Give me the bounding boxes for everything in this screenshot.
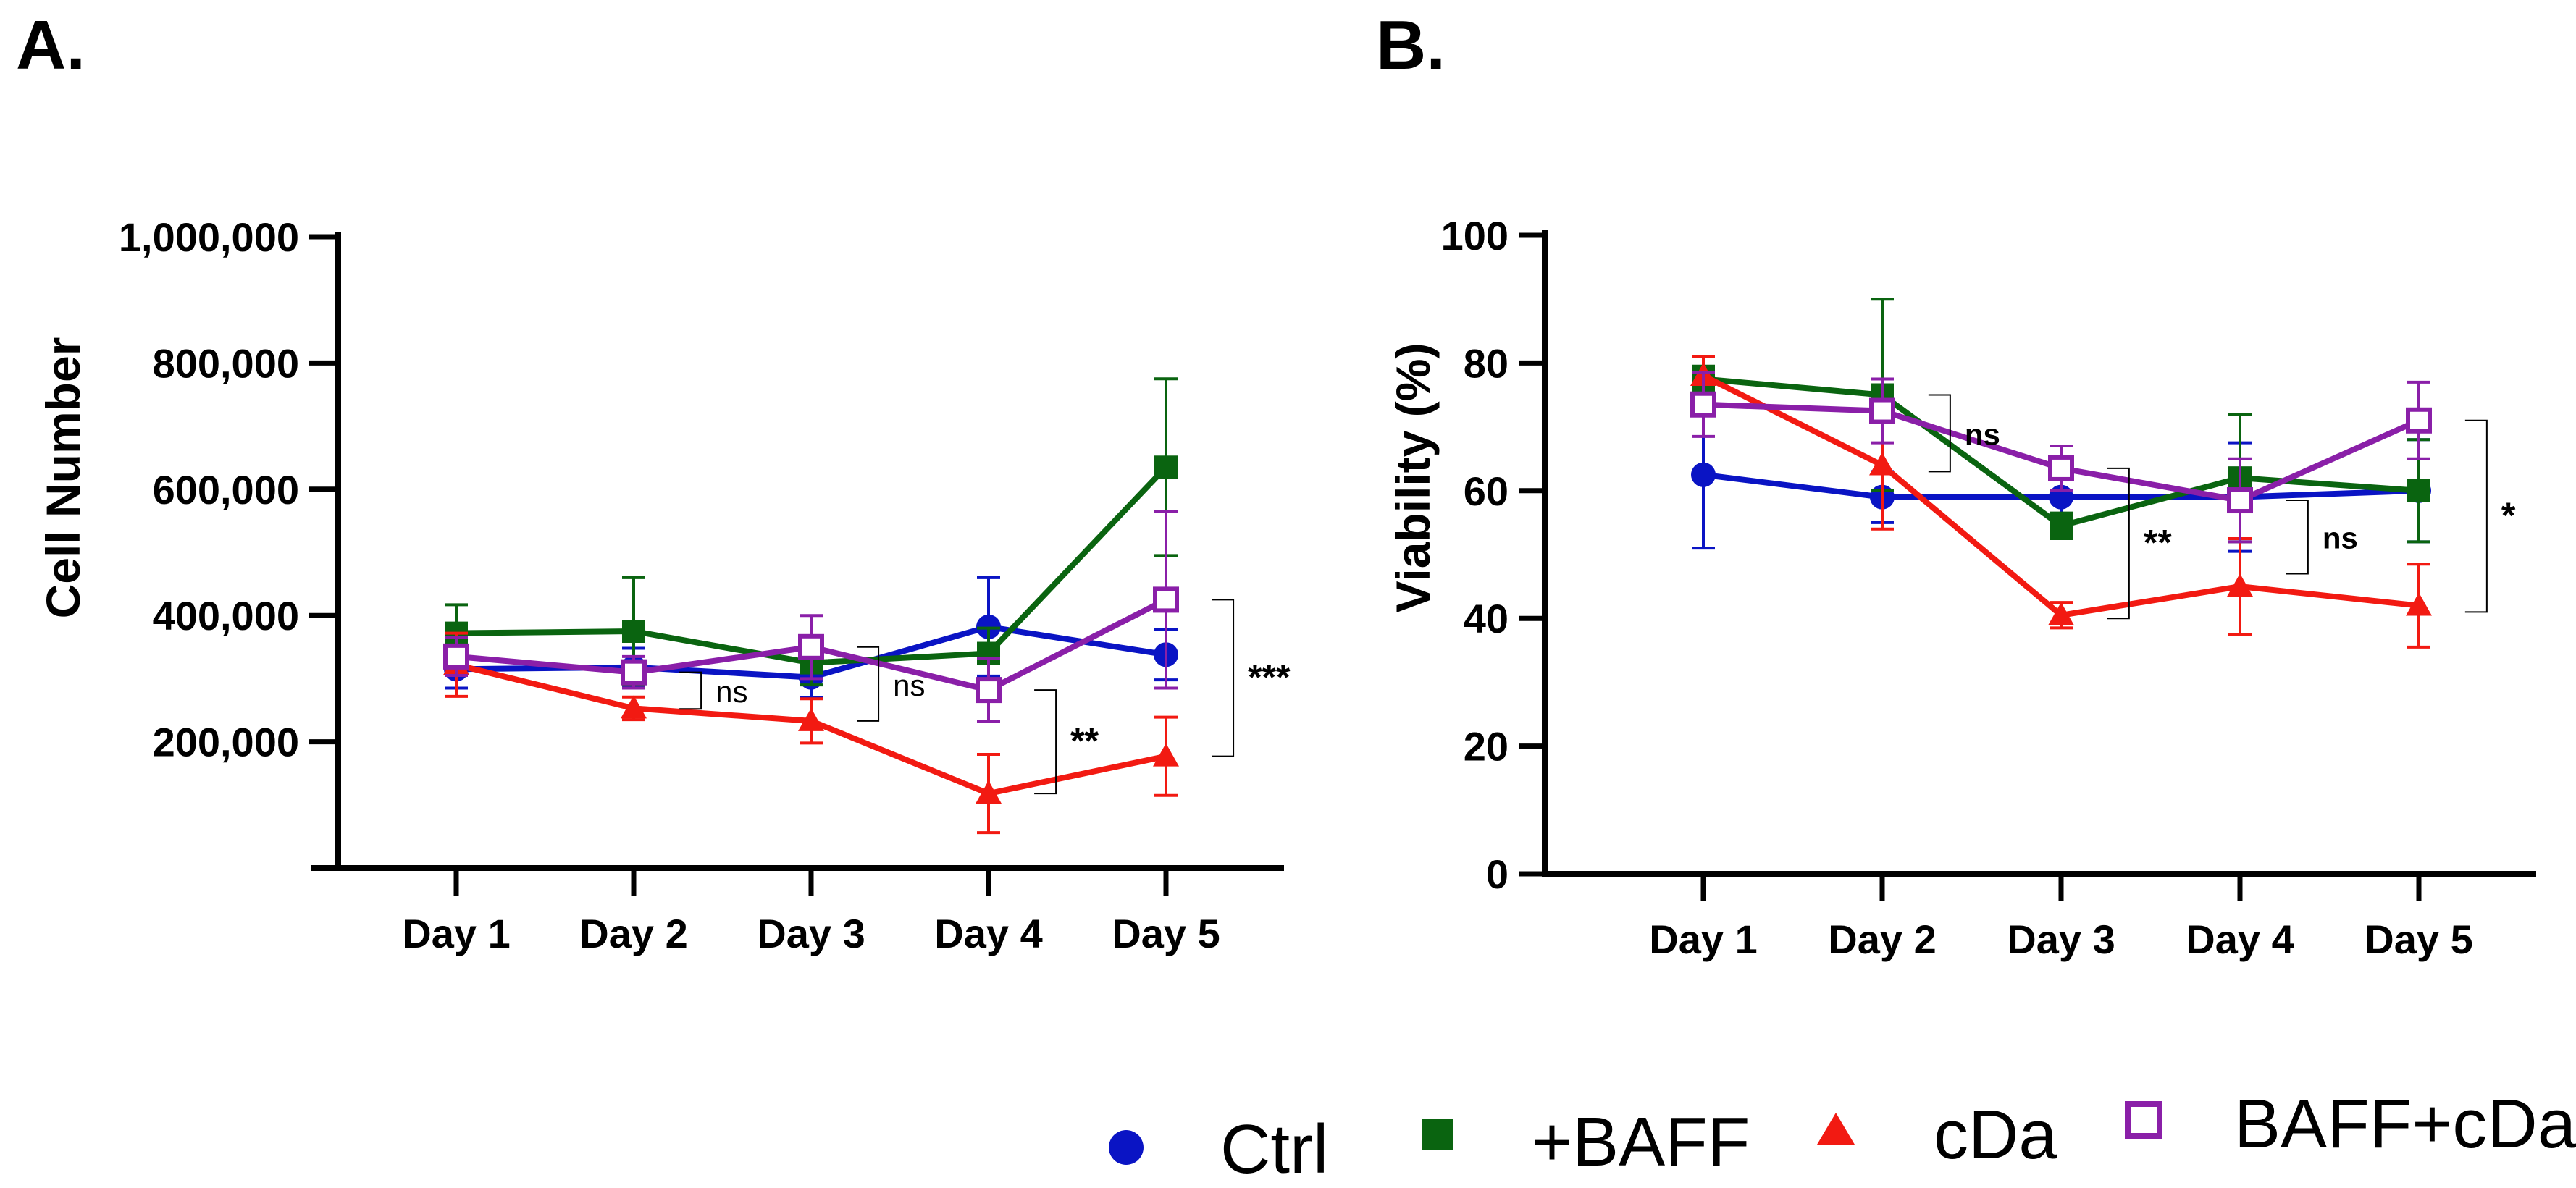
chartb-significance-label: **: [2144, 523, 2172, 563]
legend: Ctrl +BAFF cDa BAFF+cDa: [1109, 1085, 2576, 1188]
charta-significance-label: ns: [893, 668, 925, 702]
chartb-x-tick-label: Day 1: [1649, 917, 1757, 962]
chartb-x-tick-label: Day 5: [2365, 917, 2472, 962]
charta-x-tick-label: Day 2: [579, 911, 687, 956]
chart-viability: 0 20 40 60 80 100 Day 1 Day 2 Day 3 Day 4 Day 5 Via…: [1386, 213, 2536, 962]
chartb-series-baff-cda-point: [2227, 487, 2253, 514]
chartb-series-baff-cda-point: [1690, 391, 1716, 418]
chartb-series-baff-cda-point: [2406, 407, 2432, 434]
chartb-x-tick-label: Day 2: [1828, 917, 1936, 962]
legend-label: cDa: [1934, 1096, 2057, 1174]
charta-series-baff-cda-point: [1153, 586, 1179, 613]
chartb-series-baff-cda: [1690, 371, 2432, 544]
charta-series--baff-point: [1154, 455, 1178, 479]
chartb-significance-bracket: ns: [2286, 500, 2358, 575]
chartb-significance-label: ns: [2323, 521, 2358, 555]
charta-series-baff-cda-point: [443, 643, 469, 670]
charta-significance-line: [1212, 599, 1235, 757]
chartb-series-cda-point: [2227, 573, 2253, 597]
legend-marker: [1817, 1113, 1855, 1145]
charta-significance-line: [1034, 689, 1057, 795]
charta-y-tick-label: 600,000: [153, 467, 299, 513]
charta-series-cda-point: [798, 707, 824, 731]
legend-label: Ctrl: [1220, 1111, 1328, 1188]
charta-significance-bracket: ***: [1212, 599, 1291, 757]
chartb-series-cda-point: [2406, 592, 2432, 616]
chartb-series-cda-point: [1869, 452, 1895, 476]
legend-item-baff-cda: [2125, 1101, 2162, 1139]
chart-cell-number: 200,000 400,000 600,000 800,000 1,000,000 Day…: [36, 214, 1291, 956]
chartb-y-tick-label: 100: [1441, 213, 1509, 258]
legend-item--baff: [1422, 1119, 1453, 1150]
chartb-significance-bracket: ns: [1928, 394, 2000, 473]
charta-series-baff-cda-point: [798, 633, 824, 660]
chartb-significance-line: [2286, 500, 2309, 575]
legend-marker: [1109, 1130, 1144, 1165]
legend-label: +BAFF: [1532, 1103, 1750, 1181]
chartb-significance-line: [2464, 419, 2488, 613]
legend-item-ctrl: [1109, 1130, 1144, 1165]
legend-label: BAFF+cDa: [2234, 1085, 2576, 1163]
chartb-significance-label: *: [2501, 495, 2516, 536]
charta-y-axis-title: Cell Number: [36, 337, 90, 619]
chartb-y-axis-title: Viability (%): [1386, 343, 1440, 613]
chartb-series-ctrl-point: [1691, 462, 1716, 487]
charta-x-tick-label: Day 4: [934, 911, 1042, 956]
charta-series-baff-cda: [443, 510, 1179, 723]
charta-significance-label: **: [1070, 721, 1099, 762]
chartb-y-tick-label: 80: [1464, 340, 1509, 386]
chartb-x-tick-label: Day 4: [2186, 917, 2294, 962]
chartb-series--baff-point: [2050, 514, 2073, 538]
legend-item-cda: [1817, 1113, 1855, 1145]
chartb-significance-line: [2107, 467, 2130, 620]
chartb-y-tick-label: 20: [1464, 724, 1509, 770]
legend-marker: [1422, 1119, 1453, 1150]
charta-significance-bracket: ns: [679, 671, 747, 710]
legend-marker: [2125, 1101, 2162, 1139]
charta-significance-label: ***: [1248, 657, 1291, 698]
chartb-series--baff-point: [2407, 479, 2430, 502]
charta-y-tick-label: 200,000: [153, 720, 299, 765]
charta-x-tick-label: Day 3: [757, 911, 865, 956]
chartb-x-tick-label: Day 3: [2007, 917, 2115, 962]
chartb-significance-bracket: *: [2464, 419, 2516, 613]
charta-significance-line: [679, 671, 702, 710]
charta-y-tick-label: 400,000: [153, 593, 299, 639]
charta-x-tick-label: Day 1: [402, 911, 510, 956]
charta-significance-label: ns: [716, 675, 747, 709]
chartb-y-tick-label: 40: [1464, 596, 1509, 641]
chartb-series-cda-point: [2048, 602, 2074, 625]
chartb-y-tick-label: 60: [1464, 468, 1509, 514]
charta-x-tick-label: Day 5: [1112, 911, 1220, 956]
chartb-significance-line: [1928, 394, 1951, 473]
chartb-series-baff-cda-point: [1869, 397, 1895, 424]
charta-series-cda-point: [621, 695, 647, 719]
charta-significance-line: [857, 646, 880, 722]
chartb-series-baff-cda-point: [2048, 455, 2074, 481]
charta-significance-bracket: ns: [857, 646, 925, 722]
charta-series-baff-cda-point: [621, 659, 647, 686]
charta-y-tick-label: 1,000,000: [119, 214, 299, 260]
charta-y-tick-label: 800,000: [153, 340, 299, 386]
chartb-y-tick-label: 0: [1486, 851, 1509, 897]
panel-label-a: A.: [16, 7, 85, 84]
charta-series-cda-point: [976, 780, 1002, 804]
chartb-significance-bracket: **: [2107, 467, 2172, 620]
charta-series-baff-cda-point: [976, 677, 1002, 704]
panel-label-b: B.: [1376, 7, 1446, 84]
charta-series--baff-point: [622, 620, 645, 643]
charta-series-cda-point: [1153, 743, 1179, 767]
chartb-significance-label: ns: [1965, 417, 2000, 451]
charta-significance-bracket: **: [1034, 689, 1099, 795]
